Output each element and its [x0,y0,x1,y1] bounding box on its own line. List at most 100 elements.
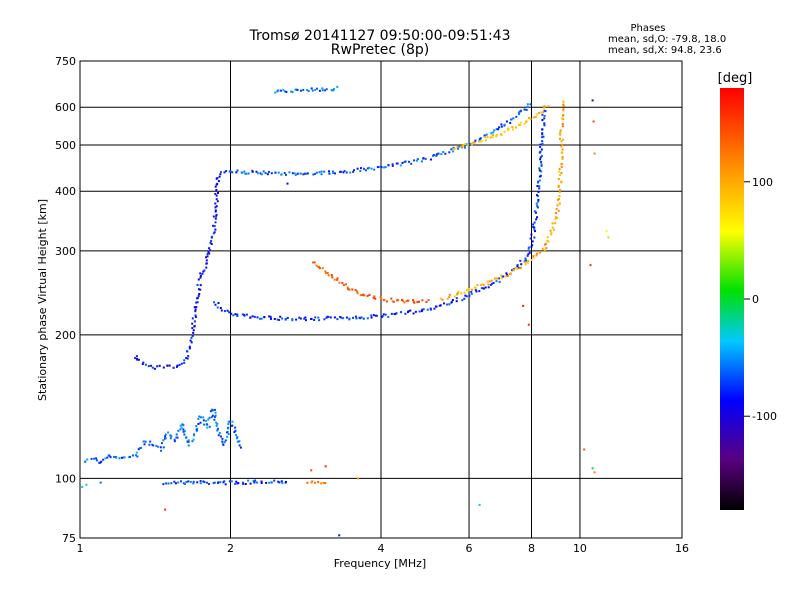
data-point [455,300,458,303]
chart-title: Tromsø 20141127 09:50:00-09:51:43 [249,28,511,44]
data-point [353,169,355,172]
data-point [532,256,535,259]
data-point [523,122,526,125]
data-point [268,315,271,318]
data-point [506,274,508,276]
data-point [546,236,549,239]
data-point [217,481,219,484]
data-point [325,272,327,275]
data-point [558,198,561,200]
data-point [304,172,307,175]
data-point [527,246,530,249]
data-point [191,440,194,443]
data-point [551,222,554,225]
data-point [466,144,469,147]
data-point [149,440,152,443]
data-point [213,418,216,421]
data-point [332,172,335,174]
data-point [514,126,517,129]
data-point [202,416,205,419]
data-point [412,312,415,315]
data-point [549,229,552,232]
data-point [214,221,217,224]
data-point [557,209,560,212]
data-point [339,316,342,318]
data-point [325,88,328,91]
data-point [208,247,211,250]
data-point [541,247,544,250]
data-point [336,278,339,281]
data-point [327,315,330,318]
data-point [199,274,202,277]
data-point [324,270,327,273]
data-point [305,172,308,175]
data-point [196,297,199,300]
data-point [437,152,440,155]
data-point [265,481,268,484]
data-point [220,309,223,312]
data-point [455,297,458,300]
data-point [214,411,217,414]
data-point [321,89,324,92]
data-point [396,162,399,165]
data-point [525,108,528,111]
data-point [467,287,470,290]
data-point [363,294,366,297]
data-point [338,281,341,284]
data-point [544,110,547,113]
data-point [296,172,299,175]
data-point [527,323,530,326]
data-point [390,312,393,315]
data-point [427,299,430,301]
data-point [589,264,592,267]
data-point [471,141,474,144]
data-point [277,480,280,483]
data-point [491,134,494,137]
data-point [249,316,252,319]
data-point [176,365,178,368]
data-point [236,440,239,443]
data-point [330,89,333,92]
data-point [444,152,447,155]
data-point [262,170,265,173]
data-point [187,441,190,443]
data-point [315,264,318,267]
data-point [519,259,522,262]
data-point [256,316,259,319]
data-point [453,147,456,150]
data-point [175,433,178,436]
data-point [451,299,454,301]
data-point [270,317,272,320]
data-point [278,481,281,484]
data-point [193,320,196,323]
data-point [314,316,317,319]
data-point [187,444,190,447]
data-point [425,301,428,303]
data-point [173,480,176,483]
data-point [528,116,530,119]
data-point [238,440,241,443]
data-point [346,288,349,290]
data-point [90,457,93,460]
data-point [109,456,112,459]
data-point [155,444,158,447]
data-point [182,430,185,433]
data-point [193,306,196,309]
data-point [191,327,194,329]
data-point [210,416,213,419]
data-point [323,170,326,173]
data-point [392,300,395,303]
data-point [343,170,346,172]
data-point [175,436,178,439]
data-point [208,425,211,428]
data-point [213,481,216,484]
data-point [331,276,334,279]
data-point [530,233,533,236]
data-point [536,185,539,188]
data-point [524,263,527,266]
data-point [450,300,453,303]
data-point [186,357,189,360]
data-point [234,313,237,316]
data-point [221,440,224,443]
data-point [228,480,231,483]
